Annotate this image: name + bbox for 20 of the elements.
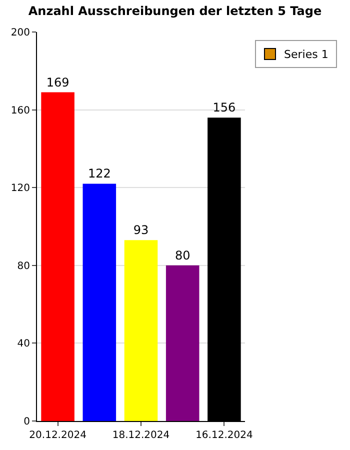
chart-title: Anzahl Ausschreibungen der letzten 5 Tage: [28, 4, 322, 18]
y-tick-label: 120: [10, 183, 30, 194]
bar: [166, 265, 200, 421]
bar: [82, 184, 116, 421]
data-label: 156: [212, 100, 236, 115]
y-tick-label: 80: [17, 260, 30, 272]
y-tick-label: 200: [10, 28, 30, 38]
y-tick-label: 40: [17, 338, 30, 350]
data-label: 122: [88, 166, 111, 181]
bar: [41, 92, 74, 421]
x-tick-label: 16.12.2024: [196, 430, 253, 441]
y-tick-label: 160: [10, 105, 30, 116]
y-tick-label: 0: [24, 416, 30, 428]
x-tick-label: 18.12.2024: [112, 430, 170, 441]
data-label: 80: [174, 248, 190, 262]
bar: [124, 240, 158, 421]
x-tick-label: 20.12.2024: [29, 430, 86, 441]
data-label: 169: [46, 75, 70, 90]
text: Series 1: [284, 48, 328, 60]
data-label: 93: [133, 223, 149, 238]
